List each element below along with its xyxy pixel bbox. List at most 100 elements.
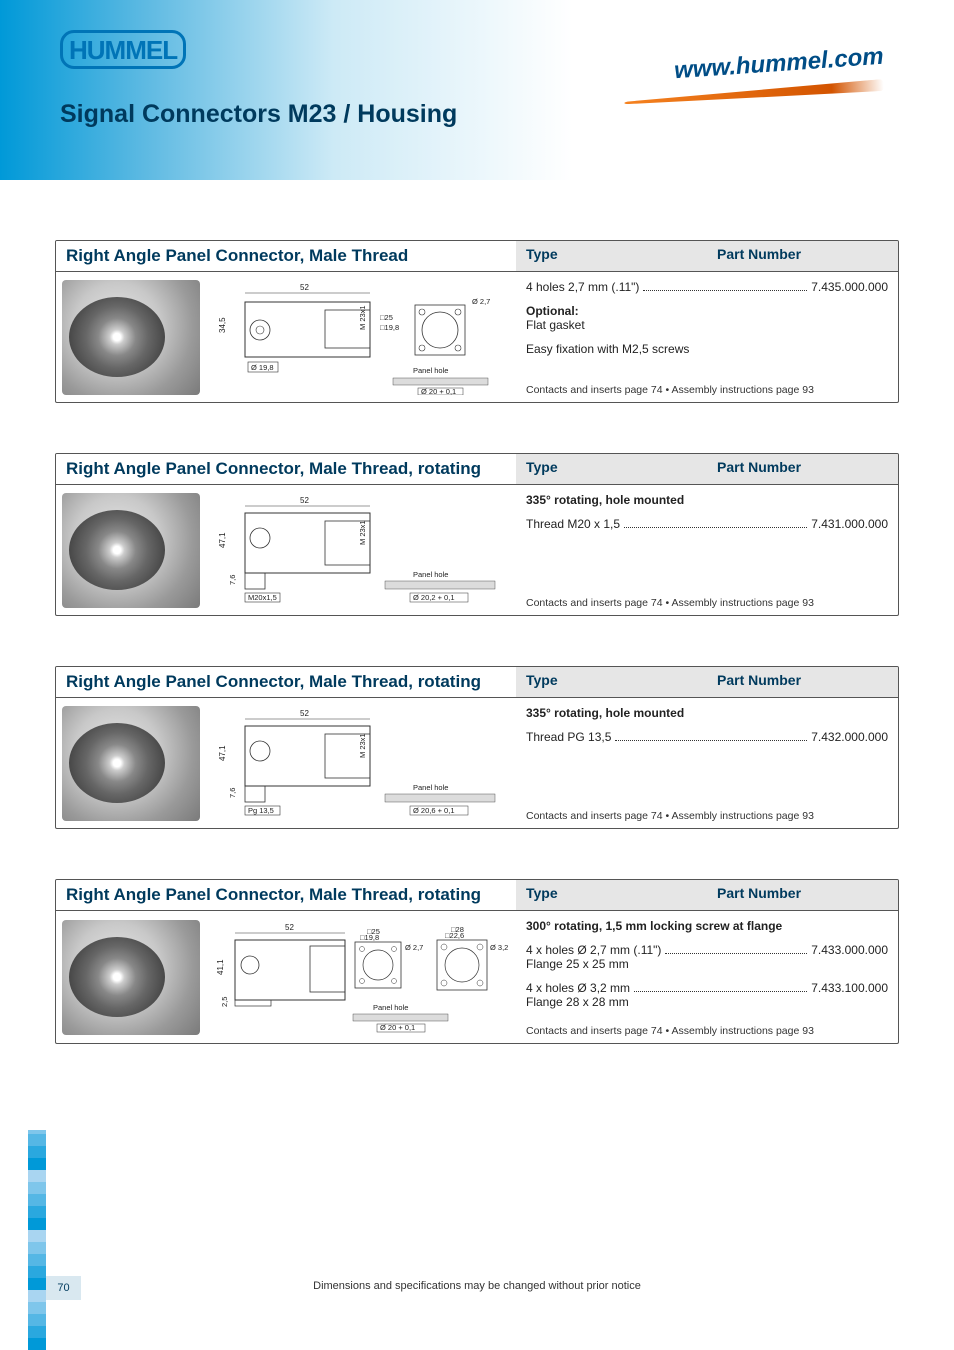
page-title: Signal Connectors M23 / Housing: [60, 100, 457, 129]
info-column: 300° rotating, 1,5 mm locking screw at f…: [516, 911, 898, 1043]
dim-len: 52: [300, 496, 309, 505]
dim-thread: M 23x1: [358, 733, 367, 758]
graphics: 52 34,5 M 23x1 □25 □19,8 Ø 19,8: [56, 272, 516, 402]
dim-sq25: □25: [380, 313, 393, 322]
graphics: 52 47,1 M 23x1 7,6 M20x1,5 Panel hole: [56, 485, 516, 615]
block-title: Right Angle Panel Connector, Male Thread…: [56, 880, 516, 910]
spec-right: 7.435.000.000: [811, 280, 888, 294]
panel-hole-label: Panel hole: [413, 570, 448, 579]
logo-text: HUMMEL: [60, 30, 186, 69]
spec-right: 7.433.100.000: [811, 981, 888, 995]
block-body: 52 41,1 2,5: [56, 911, 898, 1043]
panel-hole-label: Panel hole: [373, 1003, 408, 1012]
spec-group-1: 4 x holes Ø 2,7 mm (.11") 7.433.000.000 …: [526, 943, 888, 971]
col-partno: Part Number: [707, 454, 898, 484]
technical-drawing: 52 34,5 M 23x1 □25 □19,8 Ø 19,8: [210, 280, 510, 395]
graphics: 52 47,1 M 23x1 7,6 Pg 13,5 Panel hole: [56, 698, 516, 828]
product-photo: [62, 920, 200, 1035]
leader-dots: [634, 991, 807, 992]
block-title: Right Angle Panel Connector, Male Thread: [56, 241, 516, 271]
spec-left: Thread PG 13,5: [526, 730, 611, 744]
block-title: Right Angle Panel Connector, Male Thread…: [56, 667, 516, 697]
product-photo: [62, 493, 200, 608]
logo: HUMMEL: [60, 30, 180, 69]
spec-left: 4 x holes Ø 2,7 mm (.11"): [526, 943, 661, 957]
dim-thread: M 23x1: [358, 520, 367, 545]
spec-sub: Flange 25 x 25 mm: [526, 957, 888, 971]
col-type: Type: [516, 667, 707, 697]
dim-thread: M 23x1: [358, 305, 367, 330]
block-footnote: Contacts and inserts page 74 • Assembly …: [526, 591, 888, 609]
spec-row: 4 holes 2,7 mm (.11") 7.435.000.000: [526, 280, 888, 294]
spec-right: 7.432.000.000: [811, 730, 888, 744]
col-type: Type: [516, 454, 707, 484]
dim-len: 52: [300, 709, 309, 718]
spec-row: Thread M20 x 1,5 7.431.000.000: [526, 517, 888, 531]
info-head: 335° rotating, hole mounted: [526, 493, 888, 507]
col-partno: Part Number: [707, 241, 898, 271]
spec-sub: Flange 28 x 28 mm: [526, 995, 888, 1009]
product-block-1: Right Angle Panel Connector, Male Thread…: [55, 240, 899, 403]
technical-drawing: 52 47,1 M 23x1 7,6 Pg 13,5 Panel hole: [210, 706, 510, 821]
technical-drawing: 52 47,1 M 23x1 7,6 M20x1,5 Panel hole: [210, 493, 510, 608]
block-footnote: Contacts and inserts page 74 • Assembly …: [526, 804, 888, 822]
content-area: Right Angle Panel Connector, Male Thread…: [55, 240, 899, 1044]
block-title: Right Angle Panel Connector, Male Thread…: [56, 454, 516, 484]
spec-row: 4 x holes Ø 2,7 mm (.11") 7.433.000.000: [526, 943, 888, 957]
dim-h: 47,1: [218, 744, 227, 760]
optional-section: Optional: Flat gasket: [526, 304, 888, 332]
spec-right: 7.431.000.000: [811, 517, 888, 531]
optional-text: Flat gasket: [526, 318, 888, 332]
dim-thread2: Pg 13,5: [248, 806, 274, 815]
col-type: Type: [516, 880, 707, 910]
product-block-4: Right Angle Panel Connector, Male Thread…: [55, 879, 899, 1044]
spec-right: 7.433.000.000: [811, 943, 888, 957]
dim-h: 41,1: [216, 958, 225, 974]
dim-bh: 7,6: [228, 787, 237, 797]
spec-left: 4 holes 2,7 mm (.11"): [526, 280, 639, 294]
product-photo: [62, 706, 200, 821]
info-column: 335° rotating, hole mounted Thread M20 x…: [516, 485, 898, 615]
fixation-note: Easy fixation with M2,5 screws: [526, 342, 888, 356]
panel-dia: Ø 20,2 + 0,1: [413, 593, 455, 602]
panel-hole-label: Panel hole: [413, 783, 448, 792]
col-partno: Part Number: [707, 880, 898, 910]
dim-h: 34,5: [218, 316, 227, 332]
leader-dots: [624, 527, 807, 528]
product-block-3: Right Angle Panel Connector, Male Thread…: [55, 666, 899, 829]
dim-len: 52: [300, 283, 309, 292]
block-body: 52 34,5 M 23x1 □25 □19,8 Ø 19,8: [56, 272, 898, 402]
block-header: Right Angle Panel Connector, Male Thread…: [56, 667, 898, 698]
dim-len: 52: [285, 923, 294, 932]
info-column: 4 holes 2,7 mm (.11") 7.435.000.000 Opti…: [516, 272, 898, 402]
block-body: 52 47,1 M 23x1 7,6 Pg 13,5 Panel hole: [56, 698, 898, 828]
page-footer: Dimensions and specifications may be cha…: [0, 1280, 954, 1292]
block-footnote: Contacts and inserts page 74 • Assembly …: [526, 378, 888, 396]
block-header: Right Angle Panel Connector, Male Thread…: [56, 880, 898, 911]
spec-row: Thread PG 13,5 7.432.000.000: [526, 730, 888, 744]
page-number: 70: [46, 1276, 81, 1300]
block-body: 52 47,1 M 23x1 7,6 M20x1,5 Panel hole: [56, 485, 898, 615]
info-head: 300° rotating, 1,5 mm locking screw at f…: [526, 919, 888, 933]
dim-holed: Ø 2,7: [472, 297, 490, 306]
panel-hole-label: Panel hole: [413, 366, 448, 375]
spec-row: 4 x holes Ø 3,2 mm 7.433.100.000: [526, 981, 888, 995]
optional-head: Optional:: [526, 304, 888, 318]
info-head: 335° rotating, hole mounted: [526, 706, 888, 720]
spec-left: Thread M20 x 1,5: [526, 517, 620, 531]
col-type: Type: [516, 241, 707, 271]
dim-sq19: □19,8: [380, 323, 399, 332]
dim-thread2: M20x1,5: [248, 593, 277, 602]
col-partno: Part Number: [707, 667, 898, 697]
spec-left: 4 x holes Ø 3,2 mm: [526, 981, 630, 995]
dim-bh: 7,6: [228, 574, 237, 584]
panel-dia: Ø 20 + 0,1: [421, 387, 456, 395]
leader-dots: [615, 740, 807, 741]
panel-dia: Ø 20,6 + 0,1: [413, 806, 455, 815]
dim-holed2-4: Ø 3,2: [490, 943, 508, 952]
dim-holed-4: Ø 2,7: [405, 943, 423, 952]
graphics: 52 41,1 2,5: [56, 911, 516, 1043]
block-header: Right Angle Panel Connector, Male Thread…: [56, 241, 898, 272]
block-header: Right Angle Panel Connector, Male Thread…: [56, 454, 898, 485]
product-block-2: Right Angle Panel Connector, Male Thread…: [55, 453, 899, 616]
